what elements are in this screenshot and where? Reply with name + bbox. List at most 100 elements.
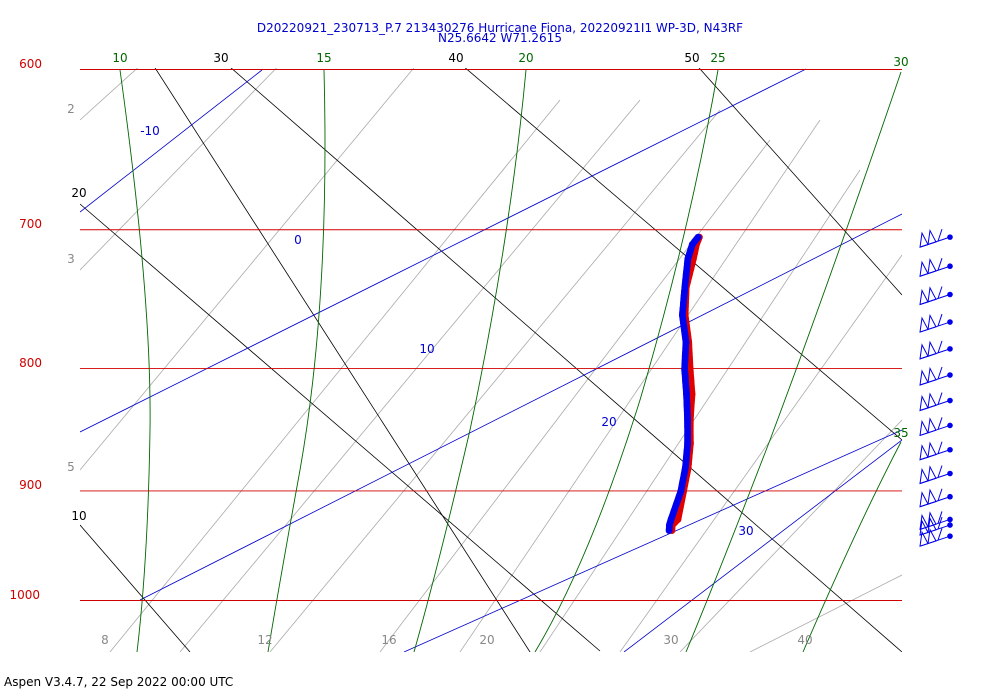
isotherm-line bbox=[623, 439, 902, 652]
wind-barb-pennant bbox=[919, 530, 929, 547]
wind-barb bbox=[919, 392, 953, 412]
wind-barb-flag bbox=[937, 465, 943, 478]
mixing-ratio-line bbox=[109, 99, 561, 652]
mixing-ratio-line bbox=[749, 574, 902, 652]
mixing-ratio-line bbox=[269, 109, 721, 652]
bottom-label: 8 bbox=[101, 633, 109, 647]
wind-barb-pennant bbox=[919, 444, 929, 461]
wind-barb bbox=[919, 488, 953, 508]
wind-barb bbox=[919, 465, 953, 485]
wind-barb-flag bbox=[937, 528, 943, 541]
wind-barb bbox=[919, 258, 953, 277]
wind-barb-pennant bbox=[927, 417, 937, 434]
wind-barb-flag bbox=[937, 441, 943, 454]
dry-adiabat-line bbox=[80, 203, 601, 652]
moist-adiabat-curve bbox=[685, 71, 902, 652]
mixing-ratio-line bbox=[379, 139, 771, 652]
bottom-label: 40 bbox=[797, 633, 812, 647]
isotherm-line bbox=[403, 429, 902, 652]
mixing-ratio-line bbox=[619, 254, 902, 652]
moist-adiabat-curve bbox=[413, 69, 527, 652]
wind-barb-flag bbox=[937, 516, 943, 530]
wind-barb bbox=[919, 313, 953, 333]
mixing-ratio-label: 3 bbox=[67, 252, 75, 266]
mixing-ratio-line bbox=[80, 68, 277, 271]
wind-barb-pennant bbox=[919, 491, 929, 508]
wind-barb-pennant bbox=[919, 519, 929, 536]
wind-barb bbox=[919, 441, 953, 461]
dry-adiabat-line bbox=[80, 524, 191, 652]
dry-adiabat-line bbox=[464, 68, 902, 441]
isotherm-label: 30 bbox=[738, 524, 753, 538]
moist-adiabat-curve bbox=[802, 441, 902, 652]
wind-barb-pennant bbox=[927, 465, 937, 482]
wind-barb-pennant bbox=[919, 394, 929, 412]
wind-barb-pennant bbox=[919, 343, 929, 360]
wind-barb bbox=[919, 340, 953, 360]
moist-adiabat-label: 10 bbox=[112, 51, 127, 65]
wind-barb-pennant bbox=[927, 441, 937, 458]
isotherm-line bbox=[80, 69, 263, 213]
moist-adiabat-label: 30 bbox=[893, 55, 908, 69]
mixing-ratio-label: 2 bbox=[67, 102, 75, 116]
moist-adiabat-curve bbox=[534, 69, 719, 652]
pressure-label: 700 bbox=[19, 217, 42, 231]
isotherm-label: 0 bbox=[294, 233, 302, 247]
mixing-ratio-line bbox=[459, 119, 821, 652]
wind-barb bbox=[919, 516, 953, 536]
pressure-label: 1000 bbox=[9, 588, 40, 602]
wind-barb-pennant bbox=[927, 286, 937, 303]
pressure-label: 900 bbox=[19, 478, 42, 492]
chart-title-line1: D20220921_230713_P.7 213430276 Hurricane… bbox=[256, 21, 744, 35]
mixing-ratio-line bbox=[80, 68, 415, 471]
wind-barb-pennant bbox=[919, 513, 929, 531]
wind-barb-pennant bbox=[919, 231, 929, 248]
wind-barb-pennant bbox=[927, 516, 937, 534]
dry-adiabat-line bbox=[230, 68, 902, 652]
wind-barb-pennant bbox=[927, 392, 937, 409]
wind-barb-pennant bbox=[927, 228, 937, 246]
mixing-ratio-line bbox=[179, 99, 641, 652]
wind-barb bbox=[919, 228, 953, 248]
wind-barb-pennant bbox=[927, 527, 937, 545]
mixing-ratio-line bbox=[679, 419, 902, 652]
bottom-label: 20 bbox=[479, 633, 494, 647]
wind-barb-flag bbox=[937, 313, 943, 327]
mixing-ratio-line bbox=[539, 169, 861, 652]
dewpoint-point bbox=[694, 233, 702, 241]
wind-barb-pennant bbox=[919, 260, 929, 277]
footer-version: Aspen V3.4.7, 22 Sep 2022 00:00 UTC bbox=[4, 675, 234, 689]
wind-barb-pennant bbox=[919, 316, 929, 333]
wind-barb-pennant bbox=[927, 313, 937, 331]
moist-adiabat-label: 15 bbox=[316, 51, 331, 65]
isotherm-label: 20 bbox=[601, 415, 616, 429]
dry-adiabat-line bbox=[154, 68, 531, 652]
moist-adiabat-label: 25 bbox=[710, 51, 725, 65]
dry-adiabat-label: 50 bbox=[684, 51, 699, 65]
pressure-label: 600 bbox=[19, 57, 42, 71]
dry-adiabat-line bbox=[698, 68, 902, 296]
wind-barb-pennant bbox=[927, 258, 937, 275]
wind-barb-flag bbox=[937, 488, 943, 501]
wind-barb-pennant bbox=[919, 467, 929, 485]
dry-adiabat-label: 30 bbox=[213, 51, 228, 65]
wind-barb-flag bbox=[937, 392, 943, 405]
wind-barb-pennant bbox=[927, 511, 937, 528]
bottom-label: 12 bbox=[257, 633, 272, 647]
isotherm-line bbox=[139, 213, 902, 601]
wind-barb-pennant bbox=[919, 419, 929, 437]
wind-barb-flag bbox=[937, 366, 943, 380]
dry-adiabat-label: 10 bbox=[71, 509, 86, 523]
wind-barb-pennant bbox=[927, 488, 937, 505]
pressure-label: 800 bbox=[19, 356, 42, 370]
bottom-label: 30 bbox=[663, 633, 678, 647]
dry-adiabat-label: 40 bbox=[448, 51, 463, 65]
wind-barb-pennant bbox=[927, 366, 937, 384]
isotherm-line bbox=[80, 68, 807, 433]
moist-adiabat-label: 20 bbox=[518, 51, 533, 65]
wind-barb-flag bbox=[937, 286, 943, 299]
mixing-ratio-label: 5 bbox=[67, 460, 75, 474]
wind-barb bbox=[919, 286, 953, 306]
wind-barb-pennant bbox=[919, 288, 929, 306]
